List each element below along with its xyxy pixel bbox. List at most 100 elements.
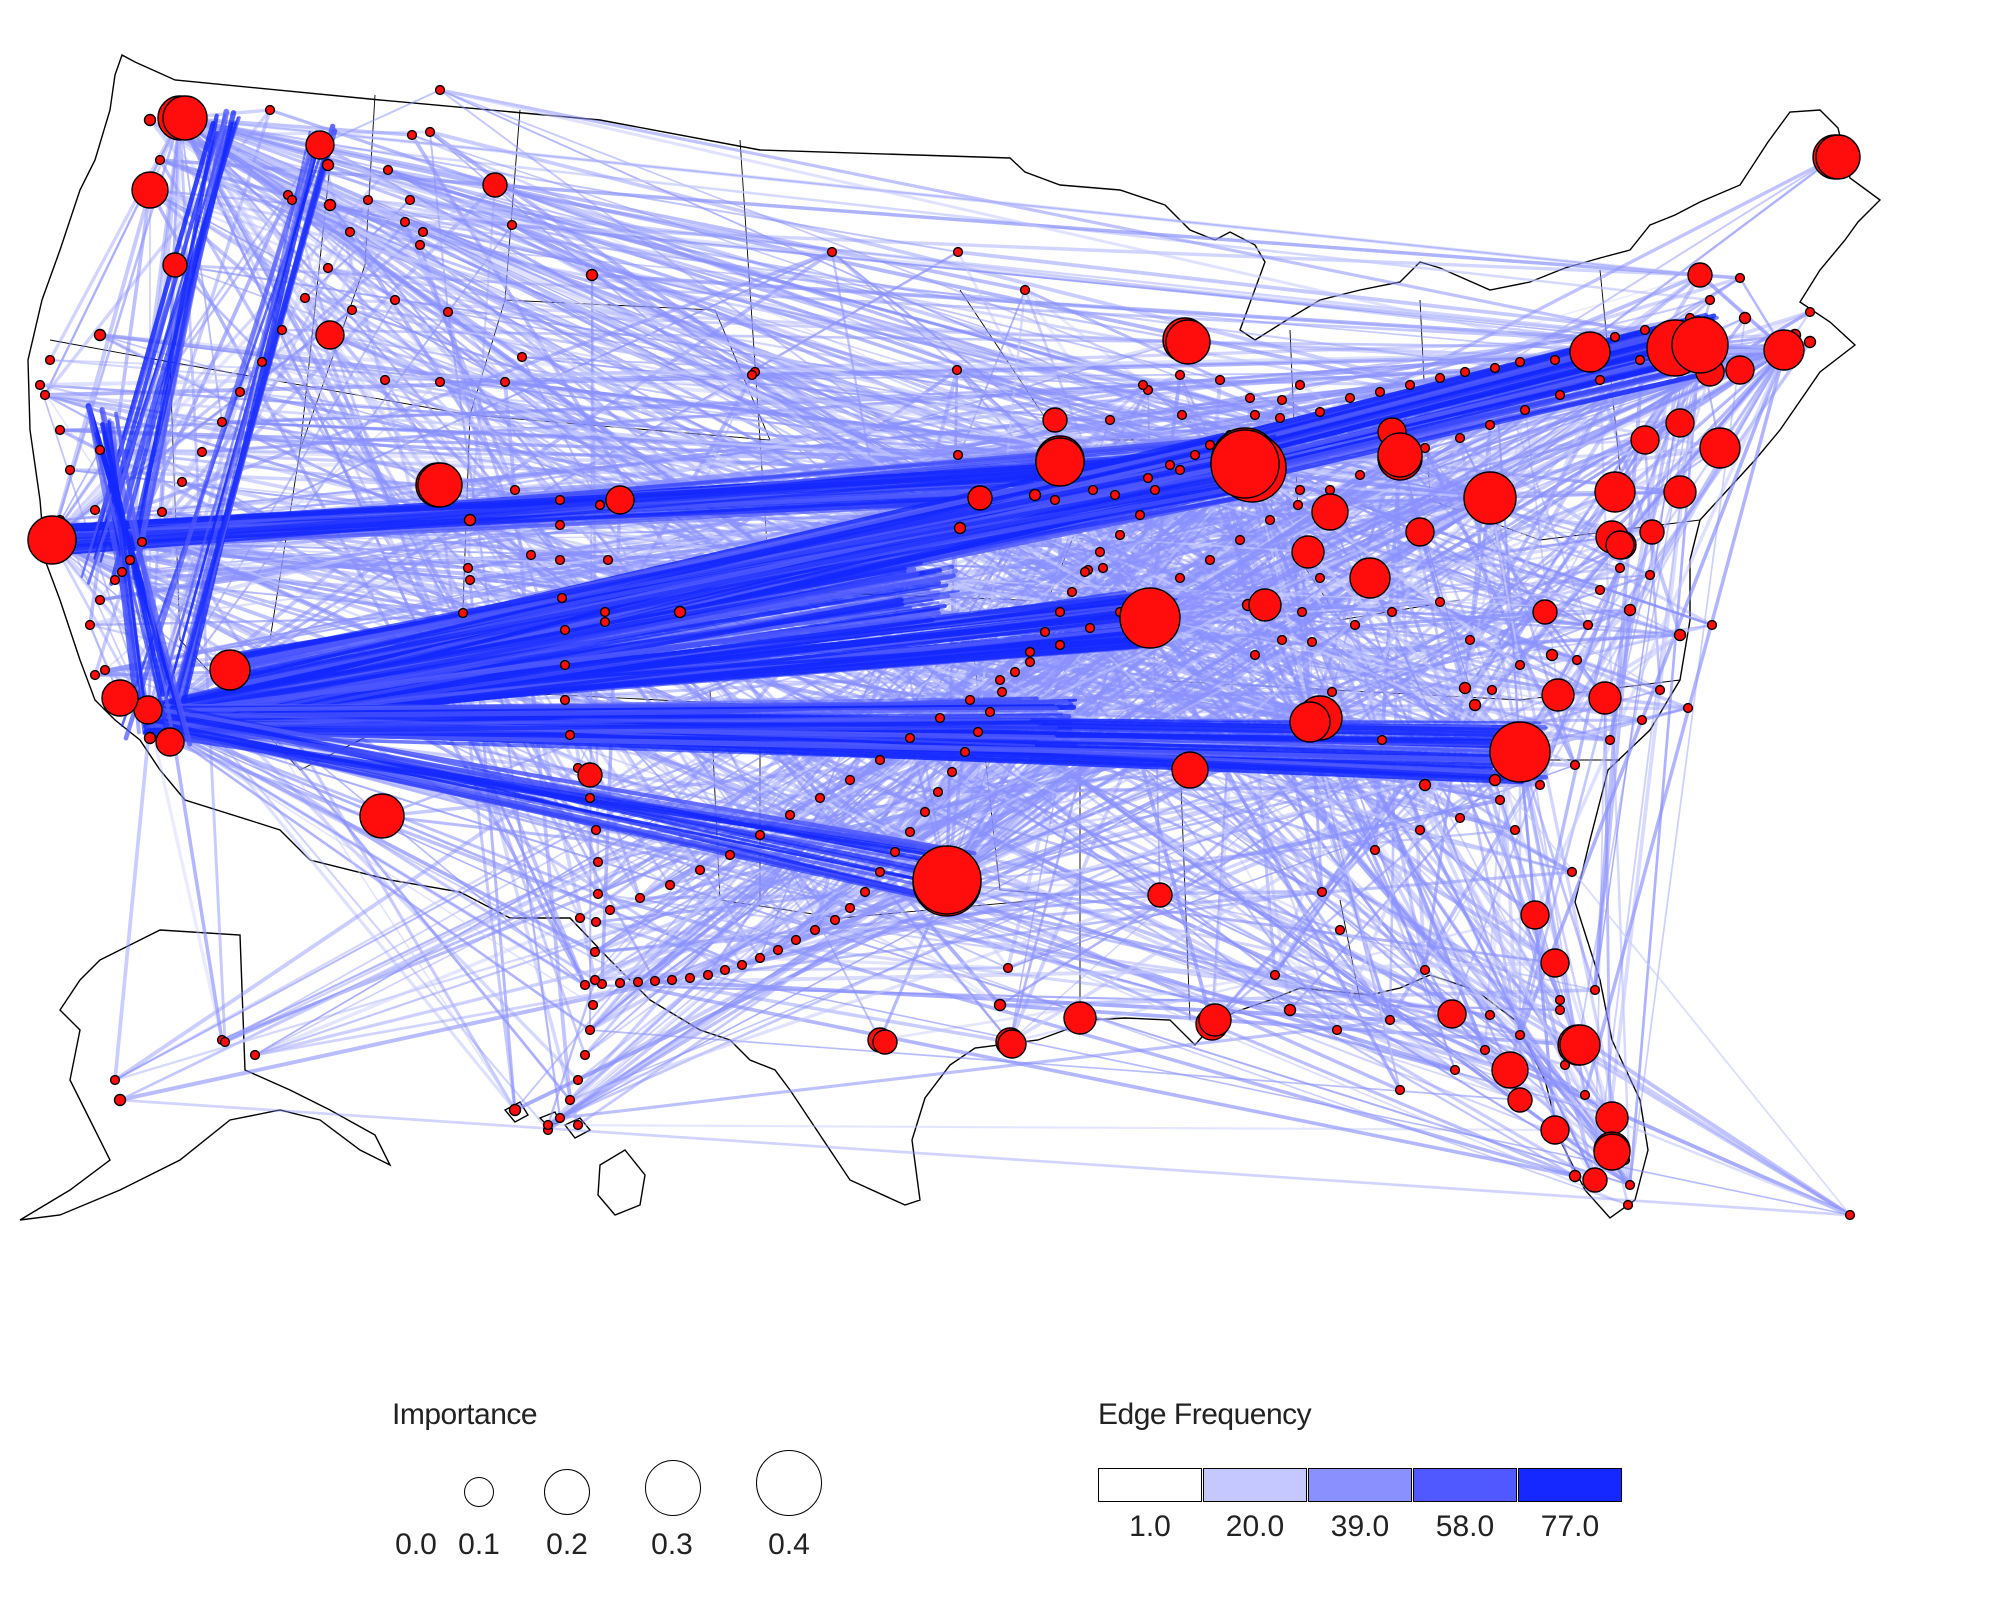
city-node bbox=[1331, 1024, 1343, 1036]
city-node bbox=[604, 904, 616, 916]
city-node bbox=[1665, 408, 1695, 438]
edge-swatch-4 bbox=[1518, 1468, 1622, 1502]
edge bbox=[410, 133, 1547, 614]
city-node bbox=[1636, 714, 1648, 726]
city-node bbox=[417, 462, 463, 508]
edge bbox=[1251, 467, 1631, 611]
city-node bbox=[462, 562, 474, 574]
city-node bbox=[1595, 1101, 1629, 1135]
city-node bbox=[1094, 546, 1106, 558]
city-node bbox=[44, 354, 56, 366]
city-node bbox=[1545, 648, 1559, 662]
edge bbox=[1398, 453, 1607, 700]
city-node bbox=[1054, 639, 1066, 651]
city-node bbox=[772, 944, 784, 956]
edge bbox=[558, 1012, 1454, 1120]
edge-label-4: 77.0 bbox=[1540, 1510, 1600, 1543]
city-node bbox=[1334, 924, 1346, 936]
city-node bbox=[1394, 1084, 1406, 1096]
city-node bbox=[719, 964, 731, 976]
city-node bbox=[1324, 484, 1336, 496]
edge bbox=[1488, 496, 1632, 1187]
edge bbox=[1007, 764, 1576, 969]
edge bbox=[1450, 343, 1702, 1016]
city-node bbox=[872, 1029, 898, 1055]
city-node bbox=[554, 494, 566, 506]
alaska-outline bbox=[19, 929, 392, 1221]
city-node bbox=[109, 574, 121, 586]
city-node bbox=[1454, 812, 1466, 824]
edge bbox=[114, 411, 175, 739]
city-node bbox=[1594, 471, 1636, 513]
city-node bbox=[506, 219, 518, 231]
city-node bbox=[953, 521, 967, 535]
edge bbox=[568, 893, 1162, 1102]
edge bbox=[638, 890, 1324, 900]
city-node bbox=[322, 262, 334, 274]
city-node bbox=[829, 914, 841, 926]
edge bbox=[145, 569, 959, 729]
edge bbox=[653, 979, 1392, 1022]
edge bbox=[326, 266, 1402, 457]
city-node bbox=[1171, 751, 1209, 789]
city-node bbox=[359, 793, 405, 839]
city-node bbox=[912, 845, 982, 915]
city-node bbox=[54, 424, 66, 436]
city-node bbox=[131, 171, 169, 209]
edge bbox=[386, 168, 1402, 457]
city-node bbox=[1164, 459, 1176, 471]
city-node bbox=[599, 616, 611, 628]
edge bbox=[1393, 460, 1427, 972]
city-node bbox=[321, 158, 335, 172]
city-node bbox=[1386, 606, 1398, 618]
city-node bbox=[1142, 472, 1154, 484]
city-node bbox=[946, 766, 958, 778]
city-node bbox=[844, 902, 856, 914]
city-node bbox=[1486, 684, 1498, 696]
edge bbox=[236, 475, 1246, 682]
city-node bbox=[1097, 562, 1109, 574]
edge bbox=[1308, 720, 1614, 1152]
edge bbox=[589, 1029, 1521, 1101]
edge bbox=[148, 718, 587, 987]
edge bbox=[386, 168, 1247, 464]
edge bbox=[946, 347, 1676, 883]
city-node bbox=[1434, 372, 1446, 384]
edge bbox=[493, 183, 1402, 457]
city-node bbox=[1084, 622, 1096, 634]
city-node bbox=[234, 386, 246, 398]
city-node bbox=[1042, 407, 1068, 433]
city-node bbox=[1087, 484, 1099, 496]
city-node bbox=[1593, 1133, 1631, 1171]
city-node bbox=[694, 864, 706, 876]
city-node bbox=[414, 239, 426, 251]
edge bbox=[148, 718, 744, 967]
edge-label-3: 58.0 bbox=[1435, 1510, 1495, 1543]
edge bbox=[142, 610, 941, 718]
city-node bbox=[666, 974, 678, 986]
city-node bbox=[1289, 701, 1331, 743]
city-node bbox=[634, 892, 646, 904]
city-node bbox=[1019, 284, 1031, 296]
city-node bbox=[1639, 519, 1665, 545]
city-node bbox=[1507, 1087, 1533, 1113]
city-node bbox=[590, 916, 602, 928]
city-node bbox=[1639, 324, 1651, 336]
city-node bbox=[673, 605, 687, 619]
edge bbox=[178, 116, 562, 562]
edge bbox=[1508, 566, 1622, 1072]
edge bbox=[546, 1123, 1557, 1132]
city-node bbox=[1149, 484, 1161, 496]
edge bbox=[167, 728, 1521, 764]
edge-swatch-1 bbox=[1203, 1468, 1307, 1502]
city-node bbox=[599, 606, 611, 618]
city-node bbox=[399, 216, 411, 228]
edge bbox=[169, 730, 927, 897]
edge bbox=[148, 718, 224, 1042]
edge bbox=[1148, 370, 1712, 620]
city-node bbox=[1520, 900, 1550, 930]
city-node bbox=[1137, 379, 1149, 391]
city-node bbox=[1494, 794, 1506, 806]
edge bbox=[636, 630, 1047, 984]
city-node bbox=[1292, 499, 1304, 511]
